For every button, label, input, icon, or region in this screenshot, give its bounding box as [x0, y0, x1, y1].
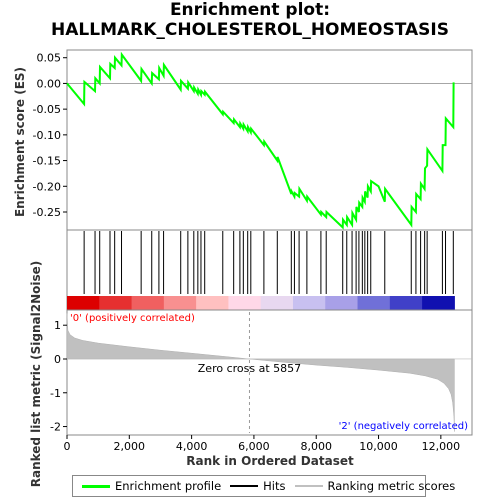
es-y-tick-label: -0.05 [33, 103, 61, 116]
chart-title-line1: Enrichment plot: [169, 0, 331, 20]
chart-legend: Enrichment profile Hits Ranking metric s… [72, 475, 455, 497]
x-tick-label: 2,000 [114, 440, 146, 453]
legend-label-enrichment-profile: Enrichment profile [115, 479, 222, 493]
x-tick-label: 10,000 [359, 440, 398, 453]
color-bar-segment [260, 296, 294, 310]
metric-y-tick-label: -2 [50, 421, 61, 434]
color-bar-segment [196, 296, 229, 310]
chart-title-line2: HALLMARK_CHOLESTEROL_HOMEOSTASIS [51, 20, 449, 40]
metric-y-axis-label: Ranked list metric (Signal2Noise) [29, 261, 43, 488]
es-y-tick-label: -0.15 [33, 155, 61, 168]
es-y-tick-label: -0.10 [33, 129, 61, 142]
metric-x-ticks: 0 2,000 4,000 6,000 8,000 10,000 12,000 [64, 435, 461, 453]
color-bar-segment [357, 296, 391, 310]
es-y-tick-label: -0.25 [33, 206, 61, 219]
metric-y-tick-label: -1 [50, 387, 61, 400]
legend-item-ranking-metric-scores: Ranking metric scores [294, 479, 456, 493]
negative-correlation-label: '2' (negatively correlated) [339, 421, 468, 432]
metric-y-tick-label: 1 [54, 319, 61, 332]
legend-swatch-ranking-metric-scores [294, 485, 323, 487]
enrichment-profile-line [66, 51, 455, 230]
color-bar-segment [422, 296, 455, 310]
chart-title: Enrichment plot: HALLMARK_CHOLESTEROL_HO… [0, 0, 500, 40]
es-y-axis-label: Enrichment score (ES) [13, 67, 27, 217]
hits-panel [66, 229, 473, 311]
hit-lines [83, 231, 454, 294]
es-panel-frame [66, 49, 473, 231]
x-axis-label: Rank in Ordered Dataset [186, 454, 354, 468]
x-tick-label: 6,000 [238, 440, 270, 453]
color-bar-segment [67, 296, 100, 310]
legend-swatch-enrichment-profile [82, 484, 110, 488]
metric-panel: Zero cross at 5857 '0' (positively corre… [29, 261, 473, 488]
color-bar-segment [228, 296, 262, 310]
es-y-ticks: 0.05 0.00 -0.05 -0.10 -0.15 -0.20 -0.25 [33, 52, 67, 219]
metric-y-tick-label: 0 [54, 353, 61, 366]
legend-label-hits: Hits [263, 479, 286, 493]
positive-correlation-label: '0' (positively correlated) [70, 313, 195, 324]
color-bar-segment [389, 296, 423, 310]
legend-item-hits: Hits [230, 479, 286, 493]
es-y-tick-label: 0.00 [37, 77, 62, 90]
legend-swatch-hits [230, 485, 259, 487]
color-bar-segment [163, 296, 197, 310]
legend-item-enrichment-profile: Enrichment profile [82, 479, 221, 493]
x-tick-label: 12,000 [422, 440, 461, 453]
color-bar-segment [131, 296, 165, 310]
es-panel: 0.05 0.00 -0.05 -0.10 -0.15 -0.20 -0.25 Enrich… [13, 49, 473, 231]
ranking-metric-area [66, 313, 455, 432]
legend-label-ranking-metric-scores: Ranking metric scores [327, 479, 456, 493]
metric-y-ticks: 1 0 -1 -2 [50, 319, 67, 434]
x-tick-label: 0 [64, 440, 71, 453]
zero-cross-label: Zero cross at 5857 [198, 362, 301, 375]
es-y-tick-label: 0.05 [37, 52, 62, 65]
color-bar-segment [292, 296, 326, 310]
es-y-tick-label: -0.20 [33, 180, 61, 193]
color-bar-segment [325, 296, 359, 310]
x-tick-label: 4,000 [176, 440, 208, 453]
ranking-color-bar [67, 296, 455, 310]
color-bar-segment [99, 296, 133, 310]
x-tick-label: 8,000 [300, 440, 332, 453]
